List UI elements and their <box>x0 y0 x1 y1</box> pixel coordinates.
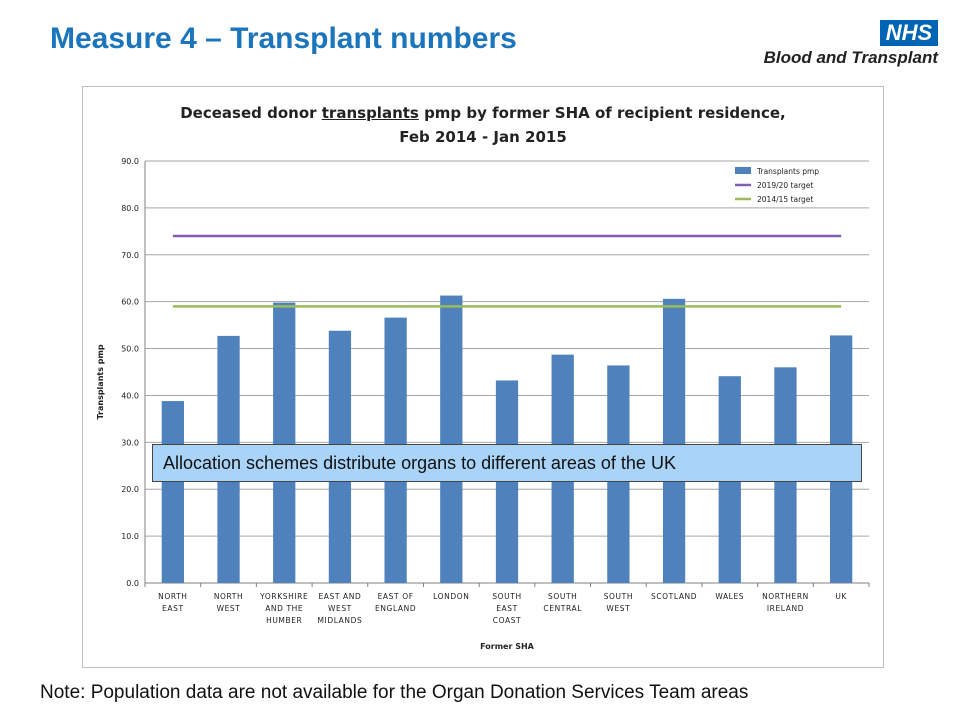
chart-title-underlined: transplants <box>321 104 419 122</box>
page-title: Measure 4 – Transplant numbers <box>50 22 517 55</box>
x-tick-label: WEST <box>217 604 241 613</box>
x-tick-label: SOUTH <box>548 592 577 601</box>
bar <box>662 298 686 583</box>
legend-label: 2014/15 target <box>757 195 813 204</box>
x-tick-label: ENGLAND <box>375 604 416 613</box>
x-tick-label: CENTRAL <box>543 604 582 613</box>
x-tick-label: EAST OF <box>378 592 414 601</box>
x-tick-label: HUMBER <box>266 616 302 625</box>
x-tick-label: YORKSHIRE <box>259 592 308 601</box>
x-tick-label: SOUTH <box>492 592 521 601</box>
legend-label: 2019/20 target <box>757 181 813 190</box>
x-tick-label: NORTH <box>214 592 243 601</box>
bar <box>161 401 184 583</box>
y-tick-label: 70.0 <box>121 251 139 260</box>
x-axis-title: Former SHA <box>480 642 535 651</box>
x-tick-label: EAST <box>496 604 518 613</box>
x-tick-label: UK <box>835 592 847 601</box>
x-tick-label: WALES <box>715 592 744 601</box>
chart-subtitle: Feb 2014 - Jan 2015 <box>399 128 567 146</box>
legend-swatch <box>735 167 751 174</box>
y-tick-label: 30.0 <box>121 438 139 447</box>
x-tick-label: WEST <box>606 604 630 613</box>
y-tick-label: 50.0 <box>121 345 139 354</box>
x-tick-label: SCOTLAND <box>651 592 697 601</box>
legend-label: Transplants pmp <box>756 167 819 176</box>
logo-text: Blood and Transplant <box>763 48 938 67</box>
x-tick-label: IRELAND <box>767 604 804 613</box>
x-tick-label: NORTHERN <box>762 592 809 601</box>
nhs-badge: NHS <box>880 20 938 46</box>
bar <box>440 295 463 583</box>
y-tick-label: 80.0 <box>121 204 139 213</box>
x-tick-label: AND THE <box>265 604 303 613</box>
chart-title-part: pmp by former SHA of recipient residence… <box>418 104 786 122</box>
x-tick-label: NORTH <box>158 592 187 601</box>
bar <box>273 302 296 583</box>
allocation-callout: Allocation schemes distribute organs to … <box>152 444 862 482</box>
x-tick-label: SOUTH <box>604 592 633 601</box>
chart-container: Deceased donor transplants pmp by former… <box>82 86 884 668</box>
x-tick-label: WEST <box>328 604 352 613</box>
chart-title: Deceased donor transplants pmp by former… <box>83 101 883 149</box>
nhs-blood-and-transplant-logo: NHS Blood and Transplant <box>740 18 940 68</box>
y-tick-label: 40.0 <box>121 391 139 400</box>
x-tick-label: LONDON <box>433 592 469 601</box>
footnote: Note: Population data are not available … <box>40 682 749 703</box>
x-tick-label: MIDLANDS <box>317 616 362 625</box>
x-tick-label: EAST <box>162 604 184 613</box>
x-tick-label: EAST AND <box>318 592 361 601</box>
bar-chart: 0.0 10.0 20.0 30.0 40.0 50.0 60.0 70.0 80.0 90.0 N… <box>96 157 870 651</box>
y-tick-label: 60.0 <box>121 298 139 307</box>
y-tick-label: 0.0 <box>126 579 139 588</box>
x-tick-label: COAST <box>493 616 521 625</box>
y-axis-title: Transplants pmp <box>96 344 105 419</box>
y-tick-label: 90.0 <box>121 157 139 166</box>
chart-title-part: Deceased donor <box>180 104 322 122</box>
y-tick-label: 10.0 <box>121 532 139 541</box>
y-tick-label: 20.0 <box>121 485 139 494</box>
